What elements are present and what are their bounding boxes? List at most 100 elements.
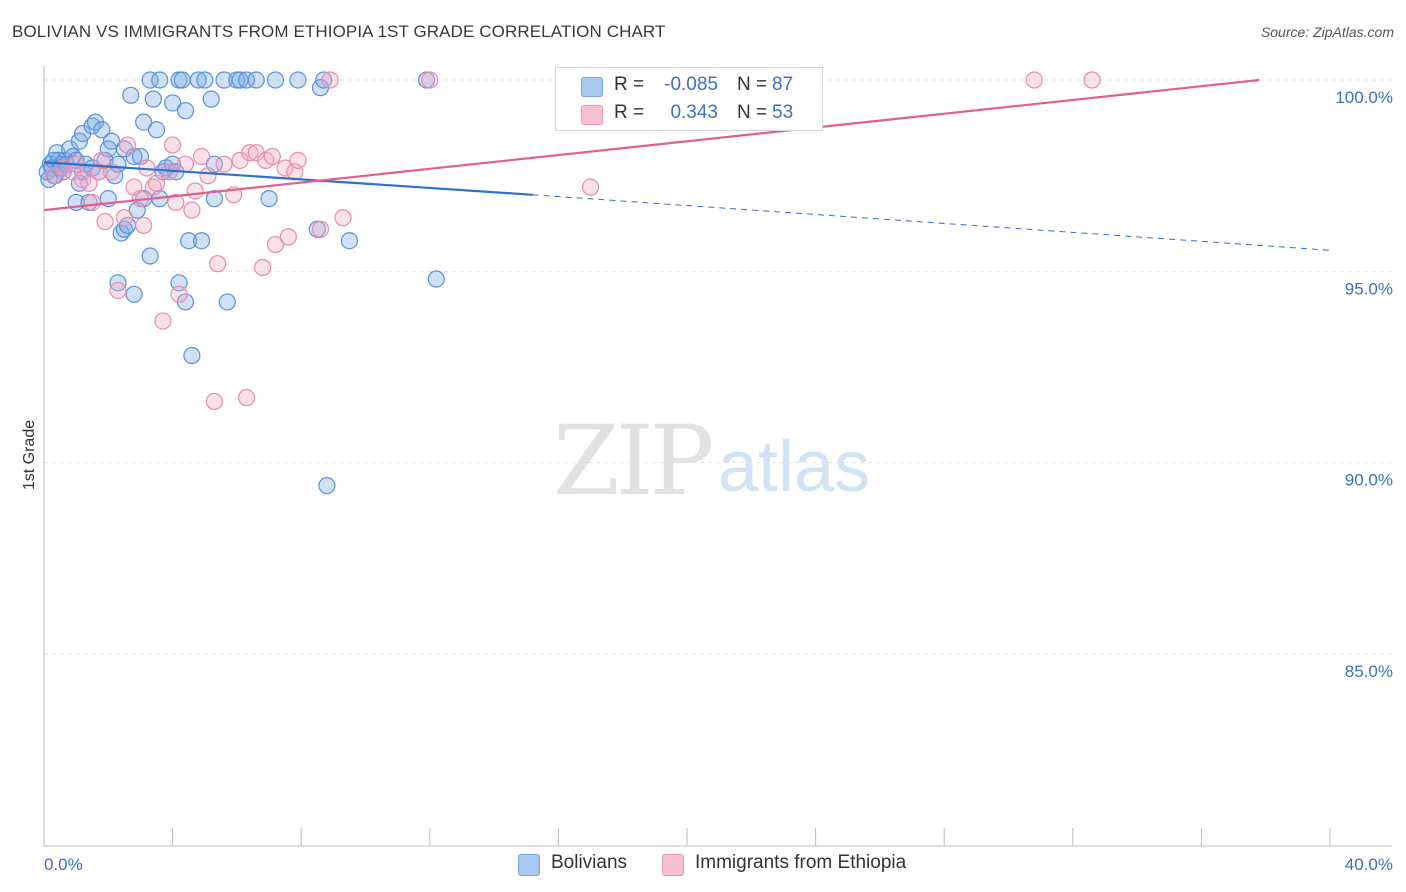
data-point xyxy=(218,293,236,311)
y-tick-label: 100.0% xyxy=(1335,88,1393,107)
data-point xyxy=(289,151,307,169)
data-point xyxy=(1025,71,1043,89)
correlation-legend: R = -0.085 N = 87 R = 0.343 N = 53 xyxy=(555,67,823,131)
data-point xyxy=(144,90,162,108)
data-point xyxy=(164,136,182,154)
data-point xyxy=(135,113,153,131)
data-point xyxy=(122,86,140,104)
x-tick-label: 0.0% xyxy=(44,855,83,874)
data-point xyxy=(141,71,159,89)
legend-swatch-bolivians xyxy=(581,77,603,97)
data-point xyxy=(199,167,217,185)
data-point xyxy=(427,270,445,288)
data-point xyxy=(183,201,201,219)
data-point xyxy=(141,247,159,265)
legend-swatch-bolivians xyxy=(518,854,540,876)
legend-n-label: N = xyxy=(737,102,768,123)
data-point xyxy=(80,174,98,192)
data-point xyxy=(237,389,256,407)
series-bolivians xyxy=(38,71,445,495)
data-point xyxy=(109,281,127,300)
data-point xyxy=(340,232,359,250)
data-point xyxy=(170,285,188,303)
data-point xyxy=(186,182,204,200)
legend-row-ethiopia: R = 0.343 N = 53 xyxy=(556,100,822,128)
legend-swatch-ethiopia xyxy=(662,854,684,876)
source-credit: Source: ZipAtlas.com xyxy=(1260,24,1394,40)
data-point xyxy=(266,235,285,254)
axes xyxy=(43,66,1392,847)
data-point xyxy=(263,147,281,166)
data-point xyxy=(247,71,265,89)
data-point xyxy=(311,220,330,238)
y-tick-label: 95.0% xyxy=(1345,279,1393,298)
legend-r-value: 0.343 xyxy=(670,102,718,123)
data-point xyxy=(192,232,211,250)
data-point xyxy=(315,71,333,89)
y-tick-label: 85.0% xyxy=(1345,662,1393,681)
trend-line xyxy=(43,78,1260,212)
data-point xyxy=(192,147,211,166)
x-tick-labels: 0.0% 40.0% xyxy=(44,855,1393,874)
data-point xyxy=(237,71,256,89)
data-point xyxy=(183,346,201,365)
y-axis-title: 1st Grade xyxy=(21,420,38,490)
data-point xyxy=(215,155,233,173)
watermark-zip: ZIP xyxy=(553,405,714,517)
data-point xyxy=(241,144,259,162)
data-point xyxy=(1083,71,1101,89)
legend-n-value: 53 xyxy=(772,102,794,123)
data-point xyxy=(151,71,169,89)
y-tick-label: 90.0% xyxy=(1345,471,1393,490)
data-point xyxy=(176,102,195,120)
data-point xyxy=(118,136,137,154)
data-point xyxy=(125,285,143,303)
data-point xyxy=(164,94,182,112)
data-point xyxy=(96,212,114,231)
data-point xyxy=(289,71,307,89)
data-point xyxy=(135,216,153,235)
legend-n-value: 87 xyxy=(772,74,794,95)
trend-line-extension xyxy=(532,194,1331,251)
data-point xyxy=(334,209,352,227)
data-point xyxy=(93,121,111,139)
legend-n-label: N = xyxy=(737,74,768,95)
watermark-atlas: atlas xyxy=(718,427,871,507)
data-point xyxy=(318,477,336,495)
data-point xyxy=(83,193,101,212)
data-point xyxy=(176,155,195,173)
data-point xyxy=(276,159,294,177)
data-point xyxy=(102,132,121,150)
data-point xyxy=(279,228,297,246)
data-point xyxy=(254,258,272,277)
series-legend: Bolivians Immigrants from Ethiopia xyxy=(0,852,1406,878)
x-tick-label: 40.0% xyxy=(1345,855,1393,874)
legend-label-ethiopia: Immigrants from Ethiopia xyxy=(695,852,907,873)
data-point xyxy=(205,392,223,411)
legend-r-value: -0.085 xyxy=(664,74,718,95)
data-point xyxy=(167,193,185,212)
data-point xyxy=(189,71,207,89)
legend-row-bolivians: R = -0.085 N = 87 xyxy=(556,72,822,100)
trend-line xyxy=(43,161,533,196)
legend-r-label: R = xyxy=(614,74,645,95)
y-tick-labels: 100.0% 95.0% 90.0% 85.0% xyxy=(1335,88,1393,681)
trend-lines xyxy=(43,78,1331,251)
legend-swatch-ethiopia xyxy=(581,105,603,125)
data-point xyxy=(209,255,227,273)
chart-title: BOLIVIAN VS IMMIGRANTS FROM ETHIOPIA 1ST… xyxy=(12,22,666,41)
data-point xyxy=(115,209,133,227)
data-point xyxy=(93,151,111,169)
data-point xyxy=(180,232,198,250)
data-point xyxy=(321,71,339,89)
data-point xyxy=(202,90,220,108)
data-point xyxy=(421,71,439,89)
data-points xyxy=(38,71,1101,495)
data-point xyxy=(260,190,278,208)
legend-label-bolivians: Bolivians xyxy=(551,852,628,873)
data-point xyxy=(205,190,223,208)
data-point xyxy=(154,312,172,330)
series-ethiopia xyxy=(45,71,1101,411)
data-point xyxy=(173,71,191,89)
